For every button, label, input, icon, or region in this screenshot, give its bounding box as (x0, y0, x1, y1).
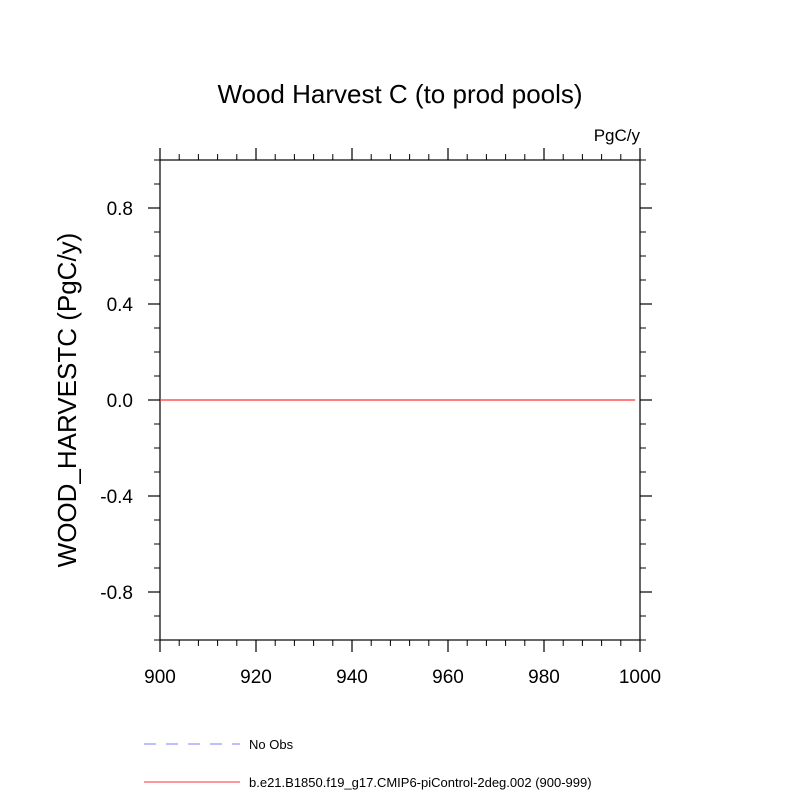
x-tick-label: 960 (432, 667, 464, 688)
y-tick-label: 0.4 (107, 295, 134, 316)
y-tick-label: -0.4 (100, 487, 133, 508)
x-tick-label: 980 (528, 667, 560, 688)
legend-label-no-obs: No Obs (249, 737, 294, 752)
y-tick-label: -0.8 (100, 583, 133, 604)
axes: 900 920 940 960 980 1000 -0.8 -0.4 0.0 0.4 0.8 (100, 148, 661, 688)
legend-label-model-run: b.e21.B1850.f19_g17.CMIP6-piControl-2deg… (249, 775, 592, 790)
x-tick-label: 920 (240, 667, 272, 688)
units-label: PgC/y (594, 126, 641, 145)
y-tick-label: 0.0 (107, 391, 133, 412)
x-tick-label: 900 (144, 667, 176, 688)
y-tick-label: 0.8 (107, 199, 133, 220)
legend: No Obs b.e21.B1850.f19_g17.CMIP6-piContr… (144, 737, 592, 790)
x-tick-label: 940 (336, 667, 368, 688)
chart-title: Wood Harvest C (to prod pools) (217, 79, 582, 109)
x-tick-label: 1000 (619, 667, 661, 688)
y-axis-label: WOOD_HARVESTC (PgC/y) (52, 233, 82, 568)
